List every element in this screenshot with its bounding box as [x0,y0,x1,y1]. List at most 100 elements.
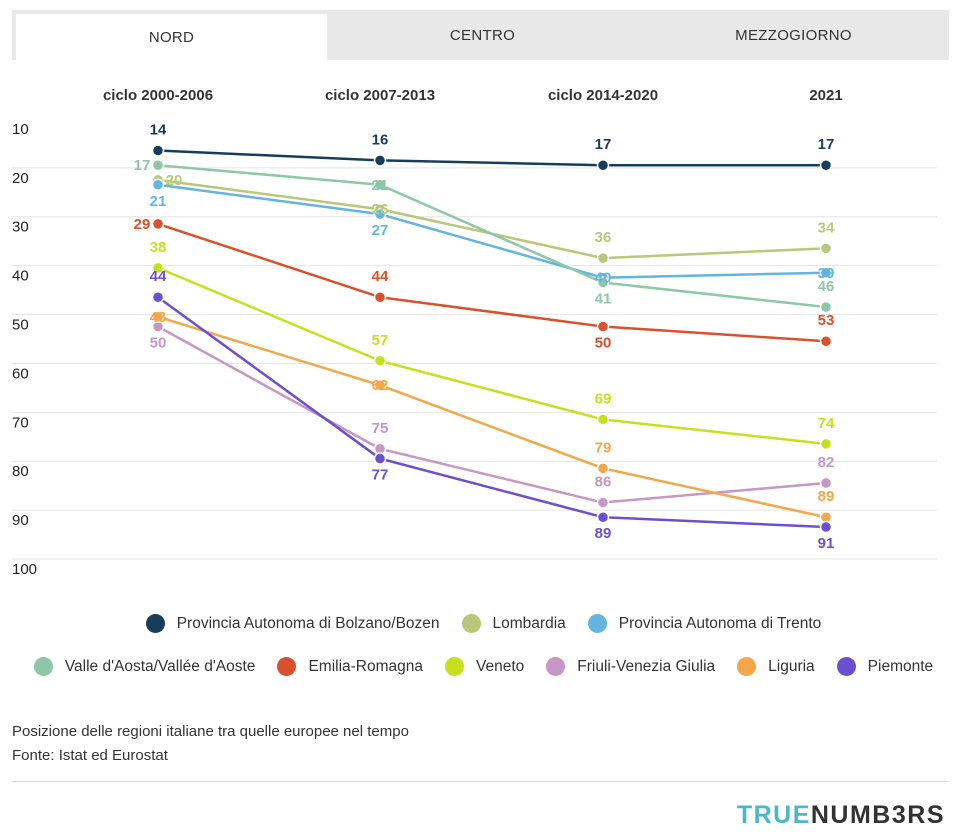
y-tick-label: 100 [12,561,37,578]
legend-swatch [33,657,53,676]
y-tick-label: 90 [12,512,29,529]
data-point [819,437,833,451]
legend-swatch [445,657,465,676]
data-point [819,242,833,255]
data-point [596,158,610,172]
legend-item[interactable]: Friuli-Venezia Giulia [546,657,715,676]
data-label: 50 [595,335,612,352]
legend-item[interactable]: Provincia Autonoma di Bolzano/Bozen [145,614,440,633]
data-label: 21 [372,177,389,194]
tab-mezzogiorno[interactable]: MEZZOGIORNO [735,26,852,44]
chart-source: Fonte: Istat ed Eurostat [12,747,168,764]
data-point [596,510,610,524]
ranking-line-chart: 10 20 30 40 50 60 70 80 90 100 ciclo 2000-2006 cicl… [12,87,937,578]
data-label: 79 [595,439,612,456]
brand-logo-part1: TRUE [736,801,811,829]
data-point [819,520,833,534]
region-tabs: NORD CENTRO MEZZOGIORNO [12,10,949,60]
chart-caption: Posizione delle regioni italiane tra que… [12,723,409,740]
legend-item[interactable]: Piemonte [836,657,934,676]
data-label: 82 [818,454,835,471]
legend-row-2: Valle d'Aosta/Vallée d'Aoste Emilia-Romag… [0,657,967,676]
x-category-label: ciclo 2000-2006 [103,87,213,104]
legend-label: Piemonte [867,657,934,675]
data-label: 46 [818,278,835,295]
data-point [596,276,610,289]
y-tick-label: 70 [12,414,29,431]
data-label: 89 [818,488,835,505]
y-tick-label: 50 [12,317,29,334]
x-category-label: ciclo 2014-2020 [548,87,658,104]
data-label: 39 [818,265,835,282]
data-point [596,462,610,475]
legend-label: Provincia Autonoma di Trento [618,614,822,632]
y-tick-label: 60 [12,365,29,382]
data-point [373,154,387,167]
legend-item[interactable]: Valle d'Aosta/Vallée d'Aoste [33,657,256,676]
data-point [596,320,610,333]
data-point [373,207,387,221]
legend-label: Veneto [476,657,525,675]
legend-item[interactable]: Liguria [737,657,815,676]
data-label: 21 [150,193,167,210]
data-point [151,178,165,192]
series-line [157,325,827,504]
brand-logo-part2: NUMB3RS [810,801,945,829]
data-label: 89 [595,525,612,542]
legend-label: Friuli-Venezia Giulia [577,657,716,675]
series-line [157,149,826,167]
data-label: 26 [372,201,389,218]
data-point [819,158,833,172]
data-label: 17 [134,157,151,174]
legend-swatch [461,614,481,633]
data-label: 14 [150,122,167,139]
data-point [151,217,165,231]
data-label: 44 [372,268,389,285]
data-point [373,452,387,465]
series-line [157,315,827,519]
series-line [157,183,827,279]
y-tick-label: 30 [12,219,29,236]
data-point [819,476,833,490]
legend-item[interactable]: Emilia-Romagna [277,657,423,676]
legend-item[interactable]: Veneto [445,657,524,676]
data-label: 75 [372,420,389,437]
data-label: 62 [372,377,389,394]
tab-centro[interactable]: CENTRO [449,26,516,44]
series-line [157,266,827,446]
footer-divider [12,781,949,782]
series-line [157,222,827,343]
legend-label: Liguria [768,657,815,675]
legend-label: Lombardia [492,614,566,632]
tab-nord[interactable]: NORD [16,14,327,60]
data-label: 57 [372,332,389,349]
legend-label: Provincia Autonoma di Bolzano/Bozen [176,614,440,632]
data-point [373,354,387,368]
data-label: 17 [818,136,835,153]
data-point [596,251,610,265]
legend-row-1: Provincia Autonoma di Bolzano/Bozen Lomba… [0,614,967,633]
data-label: 17 [595,136,612,153]
data-label: 50 [150,335,167,352]
data-point [819,334,833,348]
legend-item[interactable]: Lombardia [461,614,566,633]
legend-label: Emilia-Romagna [308,657,424,675]
data-label: 27 [372,222,389,239]
data-point [819,300,833,314]
legend-swatch [546,657,566,676]
data-label: 53 [818,312,835,329]
data-point [151,158,165,172]
data-point [151,290,165,304]
legend-swatch [737,657,757,676]
x-category-label: ciclo 2007-2013 [325,87,435,104]
legend-swatch [145,614,165,633]
data-point [151,310,165,324]
data-label: 20 [166,172,183,189]
x-category-label: 2021 [809,87,842,104]
data-label: 36 [595,229,612,246]
legend-item[interactable]: Provincia Autonoma di Trento [587,614,822,633]
data-label: 34 [818,219,835,236]
brand-logo: TRUENUMB3RS [737,801,945,830]
legend-label: Valle d'Aosta/Vallée d'Aoste [64,657,256,675]
data-point [596,413,610,426]
